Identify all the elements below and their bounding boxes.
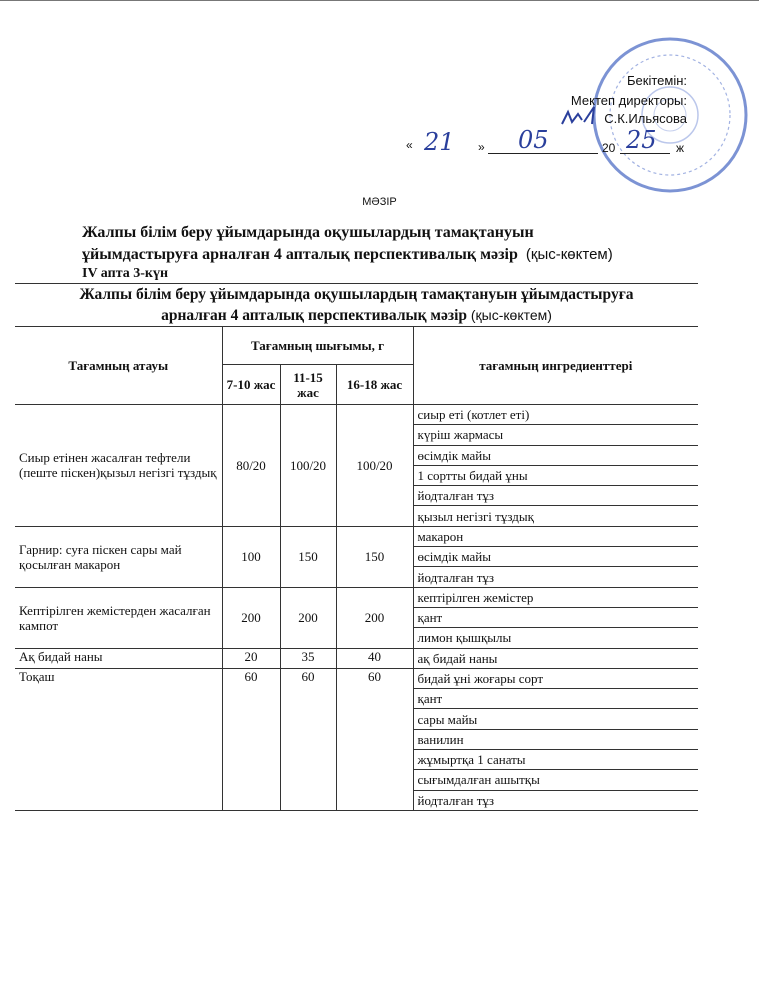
document-heading: Жалпы білім беру ұйымдарында оқушылардың… — [82, 222, 613, 266]
header-age-16-18: 16-18 жас — [335, 364, 414, 405]
dish-yield: 60 — [279, 667, 337, 811]
date-quote-close: » — [478, 140, 485, 154]
date-day: 21 — [424, 128, 455, 156]
header-ingredients: тағамның ингредиенттері — [412, 326, 699, 405]
table-caption: Жалпы білім беру ұйымдарында оқушылардың… — [15, 283, 699, 327]
heading-line2: ұйымдастыруға арналған 4 апталық перспек… — [82, 246, 518, 263]
date-suffix: ж — [676, 141, 685, 155]
ingredient: сығымдалған ашытқы — [412, 769, 699, 791]
table-row: Сиыр етінен жасалған тефтели (пеште піск… — [15, 403, 699, 527]
header-age-11-15: 11-15 жас — [279, 364, 337, 405]
dish-yield: 35 — [279, 647, 337, 669]
heading-line1: Жалпы білім беру ұйымдарында оқушылардың… — [82, 224, 534, 241]
ingredient: йодталған тұз — [412, 566, 699, 588]
director-signature — [561, 106, 595, 125]
table-row: күріш жармасы — [15, 424, 699, 446]
table-row: 1 сортты бидай ұны — [15, 464, 699, 487]
header-age-7-10: 7-10 жас — [221, 364, 281, 405]
menu-table: Жалпы білім беру ұйымдарында оқушылардың… — [15, 283, 699, 811]
approval-position: Мектеп директоры: — [570, 93, 687, 108]
dish-name: Кептірілген жемістерден жасалған кампот — [15, 586, 223, 649]
menu-label: МӘЗІР — [362, 196, 397, 208]
approval-title: Бекітемін: — [627, 73, 687, 88]
ingredient: кептірілген жемістер — [412, 586, 699, 608]
dish-yield: 200 — [335, 586, 414, 649]
table-row: Гарнир: суға піскен сары май қосылған ма… — [15, 525, 699, 588]
header-yield: Тағамның шығымы, г — [221, 326, 414, 365]
date-quote-open: « — [406, 138, 413, 152]
dish-yield: 100 — [221, 525, 281, 588]
dish-yield: 100/20 — [335, 404, 414, 527]
ingredient: ақ бидай наны — [412, 647, 699, 669]
ingredient: қант — [412, 688, 699, 710]
week-day-label: IV апта 3-күн — [82, 266, 169, 281]
table-row: йодталған тұз — [15, 789, 699, 811]
dish-yield: 150 — [335, 525, 414, 588]
ingredient: өсімдік майы — [412, 546, 699, 568]
ingredient: сиыр еті (котлет еті) — [412, 403, 699, 426]
dish-name: Гарнир: суға піскен сары май қосылған ма… — [15, 525, 223, 588]
dish-name: Тоқаш — [15, 667, 223, 811]
date-year-prefix: 20 — [602, 141, 616, 155]
page-edge — [0, 0, 759, 1]
dish-yield: 200 — [221, 586, 281, 649]
table-row: Тоқаш 60 60 60 бидай ұні жоғары сорт — [15, 667, 699, 811]
dish-yield: 100/20 — [279, 404, 337, 527]
table-row: сығымдалған ашытқы — [15, 769, 699, 791]
dish-yield: 200 — [279, 586, 337, 649]
heading-season: (қыс-көктем) — [525, 246, 613, 263]
dish-yield: 150 — [279, 525, 337, 588]
dish-name: Сиыр етінен жасалған тефтели (пеште піск… — [15, 404, 223, 527]
ingredient: йодталған тұз — [412, 789, 699, 811]
ingredient: бидай ұні жоғары сорт — [412, 667, 699, 690]
approval-name: С.К.Ильясова — [604, 111, 687, 126]
date-month: 05 — [518, 126, 549, 154]
dish-yield: 60 — [335, 667, 414, 811]
ingredient: күріш жармасы — [412, 424, 699, 446]
table-row: Кептірілген жемістерден жасалған кампот 2… — [15, 586, 699, 649]
dish-name: Ақ бидай наны — [15, 647, 223, 669]
ingredient: ванилин — [412, 728, 699, 751]
dish-yield: 40 — [335, 647, 414, 669]
ingredient: 1 сортты бидай ұны — [412, 464, 699, 487]
ingredient: йодталған тұз — [412, 485, 699, 507]
ingredient: жұмыртқа 1 санаты — [412, 749, 699, 771]
ingredient: қызыл негізгі тұздық — [412, 505, 699, 527]
dish-yield: 80/20 — [221, 404, 281, 527]
date-month-underline — [488, 153, 598, 154]
ingredient: сары майы — [412, 708, 699, 730]
ingredient: макарон — [412, 525, 699, 548]
header-dish-name: Тағамның атауы — [15, 326, 223, 405]
dish-yield: 60 — [221, 667, 281, 811]
ingredient: қант — [412, 606, 699, 629]
ingredient: өсімдік майы — [412, 444, 699, 466]
date-year-underline — [620, 153, 670, 154]
table-row: лимон қышқылы — [15, 627, 699, 649]
dish-yield: 20 — [221, 647, 281, 669]
date-year-suffix: 25 — [626, 126, 657, 154]
table-row: Ақ бидай наны 20 35 40 ақ бидай наны — [15, 647, 699, 669]
ingredient: лимон қышқылы — [412, 627, 699, 649]
